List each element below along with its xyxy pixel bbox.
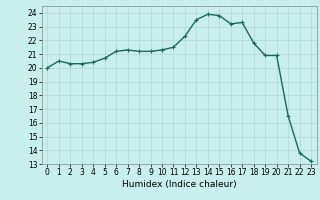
X-axis label: Humidex (Indice chaleur): Humidex (Indice chaleur) <box>122 180 236 189</box>
